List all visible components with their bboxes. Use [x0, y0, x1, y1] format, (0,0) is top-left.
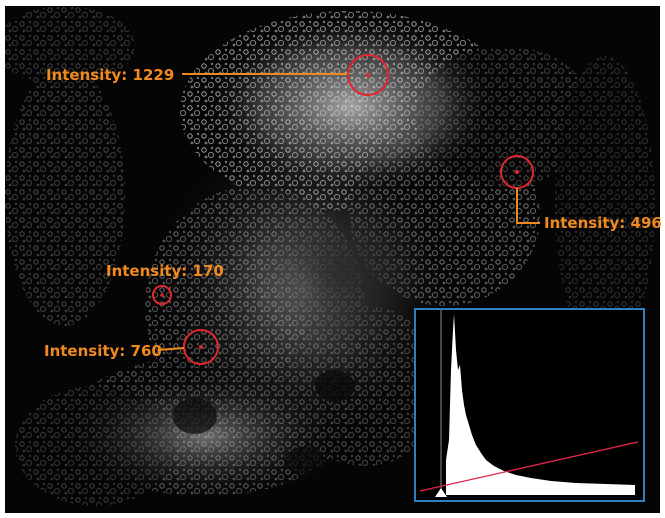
intensity-label-496: Intensity: 496 [544, 214, 662, 232]
marker-circle-1229 [347, 54, 389, 96]
micrograph-texture [5, 6, 660, 513]
marker-dot-496 [515, 170, 519, 174]
intensity-label-760: Intensity: 760 [44, 342, 162, 360]
display-curve-line [419, 441, 639, 492]
marker-circle-760 [183, 329, 219, 365]
histogram-inset [414, 308, 645, 502]
marker-dot-1229 [365, 72, 371, 78]
marker-dot-760 [199, 345, 203, 349]
leader-line-760 [157, 347, 185, 351]
marker-circle-170 [152, 285, 172, 305]
fluorescence-micrograph [5, 6, 660, 513]
black-point-handle[interactable] [435, 488, 447, 497]
histogram-plot [419, 310, 639, 497]
intensity-label-170: Intensity: 170 [106, 262, 224, 280]
intensity-label-1229: Intensity: 1229 [46, 66, 175, 84]
histogram-bars [446, 314, 635, 495]
marker-dot-170 [160, 293, 164, 297]
leader-line-496 [516, 188, 540, 224]
